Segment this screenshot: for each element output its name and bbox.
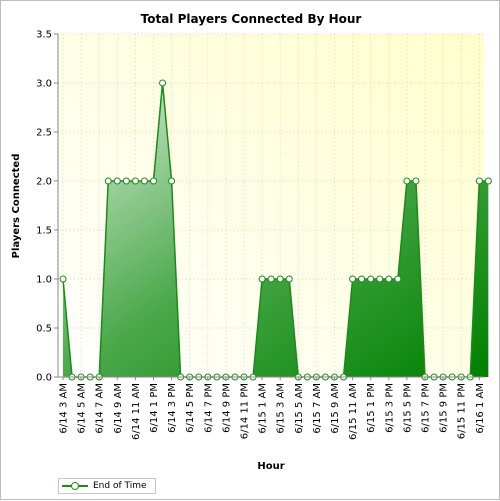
data-point xyxy=(385,275,393,283)
x-tick-label: 6/14 9 AM xyxy=(113,383,124,434)
x-tick-label: 6/14 3 PM xyxy=(167,383,178,433)
data-point xyxy=(131,177,139,185)
y-tick-label: 0.0 xyxy=(36,373,52,384)
legend: End of Time xyxy=(58,478,156,494)
y-tick-label: 3.5 xyxy=(36,30,52,41)
y-tick-label: 1.5 xyxy=(36,226,52,237)
y-tick-label: 2.5 xyxy=(36,128,52,139)
x-tick-label: 6/15 9 AM xyxy=(330,383,341,434)
data-point xyxy=(412,177,420,185)
data-point xyxy=(484,177,492,185)
data-point xyxy=(159,79,167,87)
x-tick-label: 6/14 7 PM xyxy=(203,383,214,433)
chart-title: Total Players Connected By Hour xyxy=(141,12,362,26)
y-tick-label: 2.0 xyxy=(36,177,52,188)
x-axis-title: Hour xyxy=(257,461,284,472)
x-tick-label: 6/14 7 AM xyxy=(95,383,106,434)
x-tick-label: 6/15 1 PM xyxy=(366,383,377,433)
x-tick-label: 6/14 1 PM xyxy=(149,383,160,433)
x-tick-label: 6/15 3 PM xyxy=(384,383,395,433)
data-point xyxy=(104,177,112,185)
data-point xyxy=(267,275,275,283)
legend-swatch-icon xyxy=(62,481,88,491)
data-point xyxy=(113,177,121,185)
data-point xyxy=(349,275,357,283)
data-point xyxy=(358,275,366,283)
data-point xyxy=(140,177,148,185)
data-point xyxy=(276,275,284,283)
x-tick-label: 6/15 3 AM xyxy=(276,383,287,434)
data-point xyxy=(285,275,293,283)
data-point xyxy=(258,275,266,283)
x-tick-label: 6/14 5 PM xyxy=(185,383,196,433)
x-tick-label: 6/14 11 PM xyxy=(240,383,251,439)
data-point xyxy=(168,177,176,185)
legend-label: End of Time xyxy=(93,481,147,491)
data-point xyxy=(475,177,483,185)
data-point xyxy=(394,275,402,283)
data-point xyxy=(122,177,130,185)
data-point xyxy=(403,177,411,185)
x-tick-label: 6/15 7 PM xyxy=(421,383,432,433)
data-point xyxy=(59,275,67,283)
y-axis-ticks: 0.0 0.5 1.0 1.5 2.0 2.5 3.0 3.5 xyxy=(36,30,58,384)
data-point xyxy=(150,177,157,185)
x-tick-label: 6/14 9 PM xyxy=(221,383,232,433)
x-tick-label: 6/15 11 AM xyxy=(348,383,359,440)
data-point xyxy=(376,275,384,283)
x-tick-label: 6/14 3 AM xyxy=(59,383,70,434)
y-tick-label: 0.5 xyxy=(36,324,52,335)
x-axis-ticks: 6/14 3 AM 6/14 5 AM 6/14 7 AM 6/14 9 AM 6/14… xyxy=(59,377,486,440)
y-tick-label: 3.0 xyxy=(36,79,52,90)
y-tick-label: 1.0 xyxy=(36,275,52,286)
x-tick-label: 6/15 5 AM xyxy=(294,383,305,434)
data-point xyxy=(367,275,375,283)
x-tick-label: 6/14 5 AM xyxy=(77,383,88,434)
x-tick-label: 6/15 1 AM xyxy=(258,383,269,434)
x-tick-label: 6/14 11 AM xyxy=(131,383,142,440)
x-tick-label: 6/15 7 AM xyxy=(312,383,323,434)
x-tick-label: 6/16 1 AM xyxy=(475,383,486,434)
x-tick-label: 6/15 11 PM xyxy=(457,383,468,439)
x-tick-label: 6/15 5 PM xyxy=(402,383,413,433)
x-tick-label: 6/15 9 PM xyxy=(439,383,450,433)
y-axis-title: Players Connected xyxy=(11,154,22,259)
